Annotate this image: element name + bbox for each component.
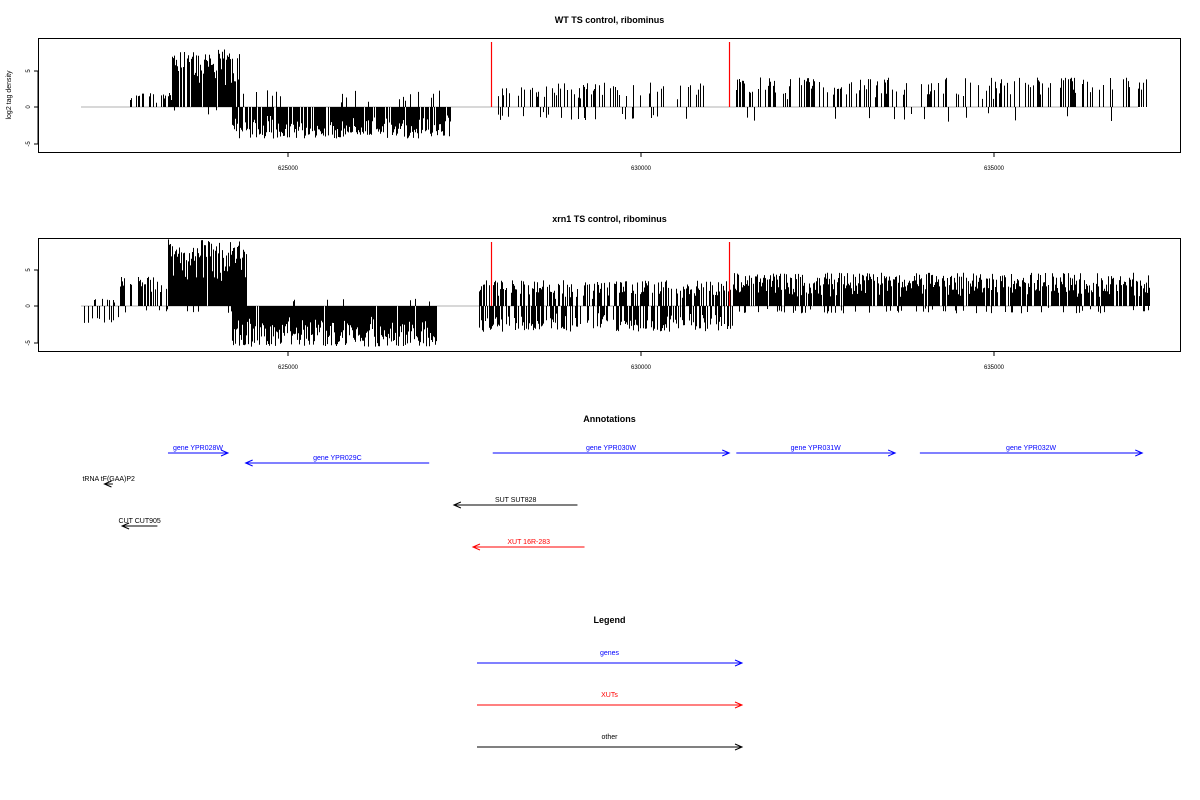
- annotation-label: gene YPR031W: [791, 445, 841, 452]
- y-axis: -5 0 5: [26, 268, 39, 346]
- y-tick-label: 5: [26, 69, 32, 73]
- x-tick-label: 630000: [631, 365, 652, 371]
- arrow-head: [887, 449, 897, 457]
- annotation-label: tRNA tF(GAA)P2: [82, 476, 135, 483]
- arrow-head: [244, 459, 253, 467]
- x-tick-label: 625000: [278, 166, 299, 172]
- arrow-head: [220, 449, 230, 457]
- arrow-head: [120, 522, 130, 530]
- annotation-feature: SUT SUT828: [452, 497, 578, 509]
- x-tick-label: 635000: [984, 166, 1005, 172]
- arrow-head: [103, 480, 112, 488]
- legend-title: Legend: [593, 615, 625, 625]
- marker-lines: [490, 42, 731, 107]
- y-tick-label: 0: [26, 105, 32, 109]
- arrow-head: [734, 659, 744, 667]
- legend: Legend genes XUTs other: [477, 615, 744, 751]
- annotation-label: gene YPR032W: [1006, 445, 1056, 452]
- y-tick-label: 0: [26, 304, 32, 308]
- legend-label: XUTs: [601, 692, 618, 699]
- track-wt: WT TS control, ribominus -5 0 5 log2 tag…: [6, 15, 1181, 172]
- track-title: WT TS control, ribominus: [555, 15, 665, 25]
- track-title: xrn1 TS control, ribominus: [552, 214, 667, 224]
- x-tick-label: 630000: [631, 166, 652, 172]
- annotation-feature: gene YPR032W: [919, 445, 1144, 457]
- annotation-feature: tRNA tF(GAA)P2: [82, 476, 135, 488]
- y-axis-label: log2 tag density: [6, 70, 13, 120]
- arrow-head: [471, 543, 481, 551]
- legend-label: genes: [600, 650, 620, 657]
- x-tick-label: 625000: [278, 365, 299, 371]
- annotation-label: gene YPR028W: [173, 445, 223, 452]
- annotation-feature: gene YPR031W: [736, 445, 897, 457]
- arrow-head: [452, 501, 462, 509]
- arrow-head: [722, 449, 731, 457]
- annotation-features: gene YPR028W gene YPR029C gene YPR030W gene…: [82, 445, 1144, 551]
- legend-item: other: [477, 734, 744, 751]
- y-tick-label: -5: [26, 141, 32, 147]
- arrow-head: [1135, 449, 1144, 457]
- annotation-feature: gene YPR030W: [492, 445, 731, 457]
- density-bars: [84, 239, 1150, 347]
- x-axis: 625000 630000 635000: [278, 153, 1005, 172]
- annotations-title: Annotations: [583, 414, 636, 424]
- annotation-label: gene YPR029C: [313, 455, 362, 462]
- y-tick-label: 5: [26, 268, 32, 272]
- arrow-head: [734, 743, 744, 751]
- annotation-label: XUT 16R-283: [507, 539, 550, 546]
- annotation-feature: XUT 16R-283: [471, 539, 585, 551]
- y-tick-label: -5: [26, 340, 32, 346]
- annotation-feature: CUT CUT905: [119, 518, 161, 530]
- x-tick-label: 635000: [984, 365, 1005, 371]
- marker-lines: [490, 242, 731, 306]
- legend-item: XUTs: [477, 692, 744, 709]
- annotation-label: CUT CUT905: [119, 518, 161, 525]
- track-xrn1: xrn1 TS control, ribominus -5 0 5 625000…: [26, 214, 1181, 371]
- arrow-head: [734, 701, 744, 709]
- legend-item: genes: [477, 650, 744, 667]
- y-axis: -5 0 5 log2 tag density: [6, 69, 39, 147]
- annotation-feature: gene YPR028W: [167, 445, 230, 457]
- annotation-feature: gene YPR029C: [244, 455, 430, 467]
- annotation-label: gene YPR030W: [586, 445, 636, 452]
- annotation-label: SUT SUT828: [495, 497, 537, 504]
- x-axis: 625000 630000 635000: [278, 352, 1005, 371]
- legend-label: other: [602, 734, 619, 741]
- density-bars: [130, 49, 1147, 139]
- legend-items: genes XUTs other: [477, 650, 744, 751]
